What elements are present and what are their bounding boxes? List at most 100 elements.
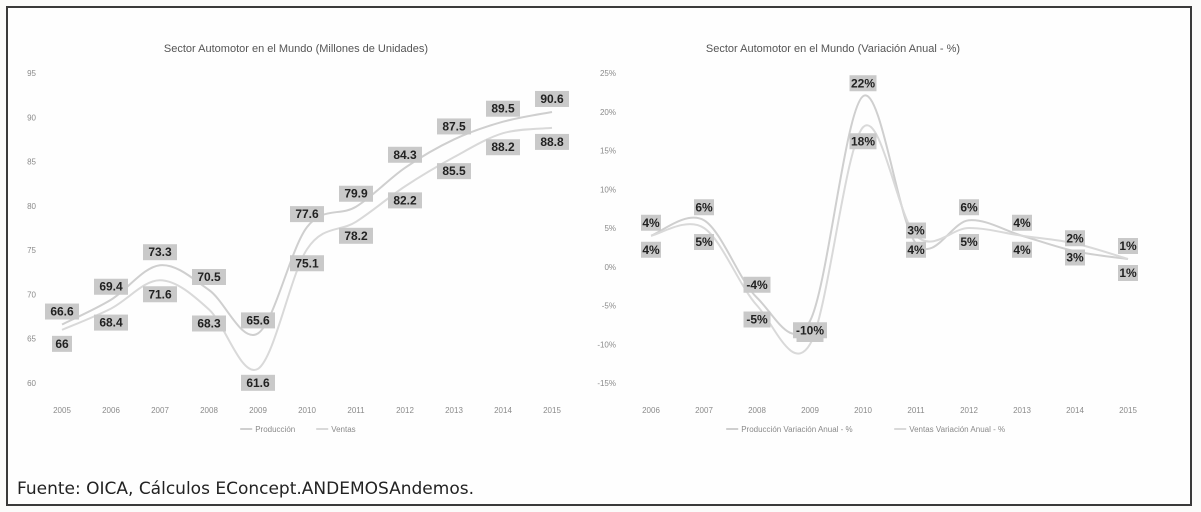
chart1-label-bottom-bg bbox=[486, 139, 520, 156]
chart2-label-top-bg bbox=[1065, 230, 1085, 247]
chart2-label-bottom-bg bbox=[906, 241, 926, 258]
chart1-title: Sector Automotor en el Mundo (Millones d… bbox=[164, 43, 428, 55]
chart2-label-bottom-bg bbox=[743, 311, 771, 328]
chart1-label-top-bg bbox=[437, 118, 471, 135]
chart1-x-tick: 2013 bbox=[445, 406, 463, 415]
chart1-label-bottom: 78.2 bbox=[344, 229, 368, 243]
chart2-title: Sector Automotor en el Mundo (Variación … bbox=[706, 43, 960, 55]
chart2-label-bottom-bg bbox=[849, 133, 877, 150]
chart2-label-top: 2% bbox=[1066, 231, 1084, 245]
chart1-x-tick: 2010 bbox=[298, 406, 316, 415]
chart2-label-top: 6% bbox=[695, 200, 713, 214]
chart2-label-bottom: 4% bbox=[1013, 243, 1031, 257]
chart1-x-tick: 2005 bbox=[53, 406, 71, 415]
chart2-label-top-bg bbox=[641, 214, 661, 231]
chart1-label-bottom-bg bbox=[339, 227, 373, 244]
chart1-y-tick: 60 bbox=[27, 379, 36, 388]
chart1-label-top: 69.4 bbox=[99, 280, 123, 294]
chart2-label-bottom: -10% bbox=[796, 323, 824, 337]
chart2-label-top-bg bbox=[1118, 238, 1138, 254]
chart1-x-tick: 2011 bbox=[347, 406, 365, 415]
chart1-label-bottom-bg bbox=[388, 192, 422, 209]
chart2-label-bottom-bg bbox=[1118, 265, 1138, 281]
chart2-label-top: 22% bbox=[851, 76, 875, 90]
figure-frame bbox=[6, 6, 1192, 506]
chart1-label-top: 79.9 bbox=[344, 187, 368, 201]
chart2-y-tick: -5% bbox=[602, 302, 616, 311]
chart1-series-2-line bbox=[61, 126, 553, 371]
chart1-label-top: 90.6 bbox=[540, 92, 564, 106]
chart1-label-bottom: 68.3 bbox=[197, 316, 221, 330]
chart2-label-top: -4% bbox=[746, 278, 768, 292]
chart1-label-top-bg bbox=[241, 312, 275, 329]
chart2-label-bottom-bg bbox=[694, 234, 714, 250]
chart2-y-tick: 25% bbox=[600, 69, 616, 78]
chart2-y-tick: 0% bbox=[604, 263, 616, 272]
chart1-label-bottom-bg bbox=[192, 315, 226, 332]
chart2-y-tick: -15% bbox=[597, 379, 616, 388]
source-note: Fuente: OICA, Cálculos EConcept.ANDEMOSA… bbox=[17, 479, 474, 499]
chart1-label-bottom: 88.8 bbox=[540, 135, 564, 149]
chart1-label-top: 87.5 bbox=[442, 119, 466, 133]
chart2-label-bottom: 3% bbox=[1066, 251, 1084, 265]
chart2-series-1-line bbox=[650, 94, 1129, 335]
chart2-label-bottom-bg bbox=[1065, 249, 1085, 266]
chart2-label-bottom-bg bbox=[641, 241, 661, 258]
chart1-x-tick: 2006 bbox=[102, 406, 120, 415]
chart2-label-bottom: 1% bbox=[1119, 266, 1137, 280]
chart2-label-top-bg bbox=[849, 75, 877, 92]
chart1-label-top-bg bbox=[388, 146, 422, 163]
chart1-label-top-bg bbox=[535, 90, 569, 107]
chart1-label-top: 70.5 bbox=[197, 270, 221, 284]
chart1-y-tick: 65 bbox=[27, 335, 36, 344]
chart1-label-top: 65.6 bbox=[246, 313, 270, 327]
chart2-label-top: 4% bbox=[1013, 216, 1031, 230]
chart2-label-top-bg bbox=[906, 222, 926, 239]
chart2-label-bottom: 5% bbox=[695, 235, 713, 249]
chart2-legend-label-1: Producción Variación Anual - % bbox=[741, 425, 852, 434]
chart1-label-top-bg bbox=[143, 244, 177, 261]
chart1-label-bottom: 71.6 bbox=[148, 287, 172, 301]
chart2-y-tick: 15% bbox=[600, 147, 616, 156]
chart1-label-bottom: 85.5 bbox=[442, 164, 466, 178]
chart1-y-tick: 95 bbox=[27, 69, 36, 78]
chart2-label-top: 4% bbox=[642, 216, 660, 230]
chart1-label-bottom: 75.1 bbox=[295, 256, 319, 270]
chart2-x-tick: 2015 bbox=[1119, 406, 1137, 415]
chart1-label-top-bg bbox=[94, 278, 128, 295]
chart2-label-bottom: 4% bbox=[642, 243, 660, 257]
chart1-label-top-bg bbox=[290, 206, 324, 223]
chart1-label-bottom: 61.6 bbox=[246, 376, 270, 390]
chart2-series-2-line bbox=[650, 124, 1129, 355]
chart1-label-top: 77.6 bbox=[295, 207, 319, 221]
chart2-x-tick: 2008 bbox=[748, 406, 766, 415]
chart2-label-top-bg bbox=[1012, 214, 1032, 231]
chart2-label-top: 6% bbox=[960, 200, 978, 214]
chart2-label-bottom: -5% bbox=[746, 313, 768, 327]
chart1-x-tick: 2009 bbox=[249, 406, 267, 415]
chart2-label-top-bg bbox=[694, 199, 714, 216]
chart2-label-top-bg bbox=[743, 276, 771, 293]
chart1-label-bottom: 68.4 bbox=[99, 316, 123, 330]
chart2-x-tick: 2013 bbox=[1013, 406, 1031, 415]
chart1-label-bottom-bg bbox=[535, 133, 569, 150]
chart1-y-tick: 70 bbox=[27, 290, 36, 299]
chart2-y-tick: 5% bbox=[604, 224, 616, 233]
chart2-label-bottom: 5% bbox=[960, 235, 978, 249]
chart2-x-tick: 2014 bbox=[1066, 406, 1084, 415]
chart2-y-tick: 20% bbox=[600, 108, 616, 117]
chart1-label-bottom-bg bbox=[52, 335, 72, 352]
chart1-label-top-bg bbox=[339, 185, 373, 202]
chart2-label-top: 3% bbox=[907, 224, 925, 238]
chart1-label-bottom: 66 bbox=[55, 337, 69, 351]
chart2-x-tick: 2011 bbox=[907, 406, 925, 415]
chart1-y-tick: 80 bbox=[27, 202, 36, 211]
chart1-legend-label-2: Ventas bbox=[331, 425, 355, 434]
chart1-x-tick: 2012 bbox=[396, 406, 414, 415]
chart1-label-top-bg bbox=[486, 100, 520, 117]
chart2-label-bottom-bg bbox=[1012, 241, 1032, 258]
chart1-legend-label-1: Producción bbox=[255, 425, 295, 434]
chart1-label-bottom-bg bbox=[94, 314, 128, 331]
chart1-label-top-bg bbox=[192, 269, 226, 285]
